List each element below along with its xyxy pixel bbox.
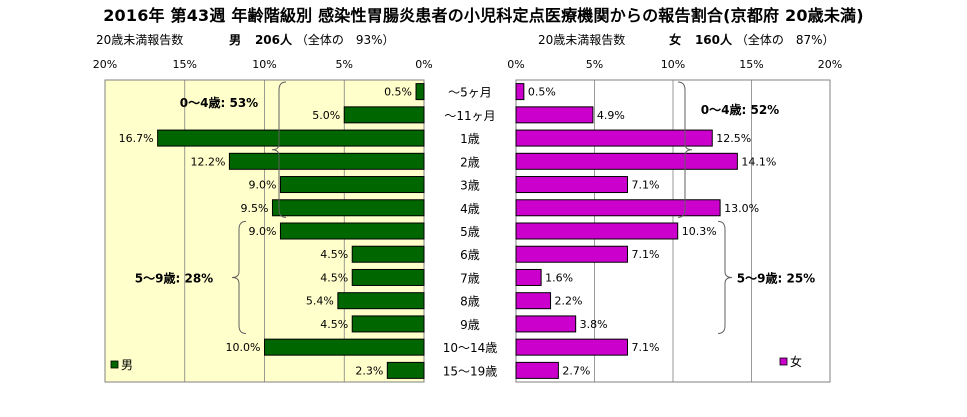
female-bar: [515, 292, 552, 310]
male-value-label: 2.3%: [355, 364, 383, 377]
male-tick-label: 0%: [415, 58, 432, 71]
male-tick-label: 20%: [93, 58, 117, 71]
male-bar: [351, 315, 425, 333]
male-bar: [271, 199, 425, 217]
female-header-count: 160人: [694, 33, 733, 47]
female-tick-label: 5%: [586, 58, 603, 71]
male-bar: [415, 83, 425, 101]
category-label: 2歳: [460, 155, 480, 169]
female-header-reports: 20歳未満報告数: [538, 33, 626, 47]
male-tick-label: 10%: [252, 58, 276, 71]
male-bar: [351, 268, 425, 286]
male-bar: [337, 292, 425, 310]
category-label: 1歳: [460, 132, 480, 146]
female-value-label: 7.1%: [631, 179, 659, 192]
female-bar: [515, 176, 628, 194]
category-label: 8歳: [460, 295, 480, 309]
category-label: ～11ヶ月: [444, 109, 495, 123]
female-value-label: 2.7%: [562, 364, 590, 377]
female-bar: [515, 129, 713, 147]
female-tick-label: 15%: [739, 58, 763, 71]
female-group-label: 0～4歳: 52%: [701, 102, 779, 117]
male-header-share: （全体の 93%）: [295, 33, 395, 47]
male-value-label: 10.0%: [226, 341, 261, 354]
female-bar: [515, 222, 679, 240]
male-header-sex: 男: [229, 33, 242, 47]
female-legend-label: 女: [790, 354, 802, 369]
female-value-label: 0.5%: [528, 86, 556, 99]
male-bar: [157, 129, 425, 147]
male-tick-label: 15%: [173, 58, 197, 71]
female-legend-swatch: [779, 357, 788, 366]
male-group-bracket: [231, 220, 247, 335]
male-value-label: 4.5%: [320, 248, 348, 261]
female-value-label: 10.3%: [682, 225, 717, 238]
female-bar: [515, 83, 525, 101]
male-header-reports: 20歳未満報告数: [96, 33, 184, 47]
female-bar: [515, 338, 628, 356]
female-group-bracket: [717, 220, 733, 335]
female-header-share: （全体の 87%）: [735, 33, 835, 47]
male-value-label: 0.5%: [384, 86, 412, 99]
female-header-sex: 女: [669, 33, 682, 47]
female-value-label: 12.5%: [716, 132, 751, 145]
male-value-label: 9.0%: [248, 225, 276, 238]
male-legend-label: 男: [121, 358, 133, 372]
male-value-label: 12.2%: [190, 155, 225, 168]
male-header-label: 20歳未満報告数 男 206人 （全体の 93%）: [96, 31, 395, 48]
male-value-label: 9.0%: [248, 179, 276, 192]
male-header-count: 206人: [254, 33, 293, 47]
female-group-label: 5～9歳: 25%: [737, 270, 815, 285]
category-label: ～5ヶ月: [448, 86, 492, 100]
male-bar: [386, 361, 425, 379]
category-label: 4歳: [460, 202, 480, 216]
male-value-label: 16.7%: [119, 132, 154, 145]
category-label: 6歳: [460, 248, 480, 262]
female-value-label: 1.6%: [545, 271, 573, 284]
category-label: 9歳: [460, 318, 480, 332]
male-value-label: 4.5%: [320, 271, 348, 284]
male-bar: [279, 222, 425, 240]
chart-title: 2016年 第43週 年齢階級別 感染性胃腸炎患者の小児科定点医療機関からの報告…: [103, 6, 864, 25]
male-bar: [264, 338, 425, 356]
male-value-label: 5.4%: [306, 295, 334, 308]
male-bar: [279, 176, 425, 194]
male-value-label: 9.5%: [241, 202, 269, 215]
male-tick-label: 5%: [336, 58, 353, 71]
female-bar: [515, 315, 577, 333]
male-value-label: 5.0%: [312, 109, 340, 122]
category-label: 7歳: [460, 271, 480, 285]
female-tick-label: 10%: [661, 58, 685, 71]
female-bar: [515, 152, 738, 170]
female-tick-label: 0%: [507, 58, 524, 71]
category-label: 15～19歳: [443, 364, 498, 378]
male-bar: [351, 245, 425, 263]
female-value-label: 13.0%: [724, 202, 759, 215]
female-value-label: 14.1%: [741, 155, 776, 168]
female-header-label: 20歳未満報告数 女 160人 （全体の 87%）: [538, 31, 835, 48]
female-bar: [515, 361, 559, 379]
female-bar: [515, 245, 628, 263]
category-label: 10～14歳: [443, 341, 498, 355]
female-value-label: 7.1%: [631, 248, 659, 261]
male-bar: [228, 152, 425, 170]
category-label: 3歳: [460, 179, 480, 193]
female-value-label: 4.9%: [597, 109, 625, 122]
female-value-label: 7.1%: [631, 341, 659, 354]
male-group-bracket: [271, 81, 287, 218]
female-bar: [515, 268, 542, 286]
male-legend-swatch: [110, 360, 119, 369]
female-value-label: 2.2%: [555, 295, 583, 308]
male-value-label: 4.5%: [320, 318, 348, 331]
male-group-label: 0～4歳: 53%: [180, 95, 258, 110]
male-bar: [343, 106, 425, 124]
female-bar: [515, 199, 721, 217]
female-tick-label: 20%: [818, 58, 842, 71]
female-bar: [515, 106, 594, 124]
category-label: 5歳: [460, 225, 480, 239]
male-group-label: 5～9歳: 28%: [135, 270, 213, 285]
female-group-bracket: [677, 81, 693, 218]
female-value-label: 3.8%: [580, 318, 608, 331]
